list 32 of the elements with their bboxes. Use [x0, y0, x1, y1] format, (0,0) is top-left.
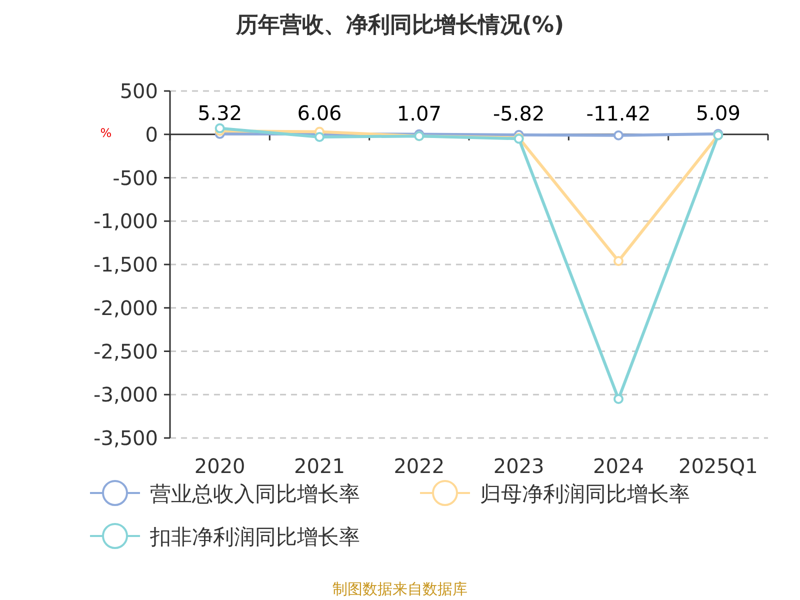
legend-label: 归母净利润同比增长率 — [480, 482, 690, 506]
x-tick-label: 2024 — [593, 454, 644, 478]
data-label: 1.07 — [396, 101, 442, 126]
point — [614, 394, 624, 404]
data-label: 5.32 — [198, 100, 242, 125]
y-tick-label: -1,500 — [94, 252, 158, 276]
y-tick-label: -1,000 — [94, 209, 158, 234]
y-tick-label: -2,000 — [94, 296, 158, 320]
data-label: 5.09 — [696, 100, 740, 125]
point — [614, 130, 624, 140]
data-label: -5.82 — [492, 101, 545, 126]
y-tick-label: 0 — [145, 122, 158, 146]
y-tick-label: 500 — [120, 79, 158, 103]
data-label: -11.42 — [586, 101, 651, 126]
y-tick-label: -3,000 — [94, 382, 158, 407]
data-label: 6.06 — [297, 100, 342, 125]
x-tick-label: 2021 — [294, 454, 345, 478]
y-tick-label: -2,500 — [94, 339, 158, 364]
x-tick-label: 2020 — [194, 454, 246, 478]
text: 制图数据来自数据库 — [332, 580, 468, 598]
y-tick-label: -3,500 — [94, 426, 158, 450]
x-tick-label: 2023 — [493, 454, 544, 478]
point — [214, 123, 225, 134]
legend-label: 营业总收入同比增长率 — [150, 482, 360, 506]
y-axis-title: % — [100, 126, 112, 140]
legend-label: 扣非净利润同比增长率 — [149, 525, 360, 549]
x-tick-label: 2022 — [394, 454, 445, 478]
y-tick-label: -500 — [112, 166, 158, 190]
point — [314, 132, 324, 142]
x-tick-label: 2025Q1 — [678, 454, 758, 478]
point — [614, 256, 624, 266]
chart-title: 历年营收、净利同比增长情况(%) — [234, 13, 564, 38]
